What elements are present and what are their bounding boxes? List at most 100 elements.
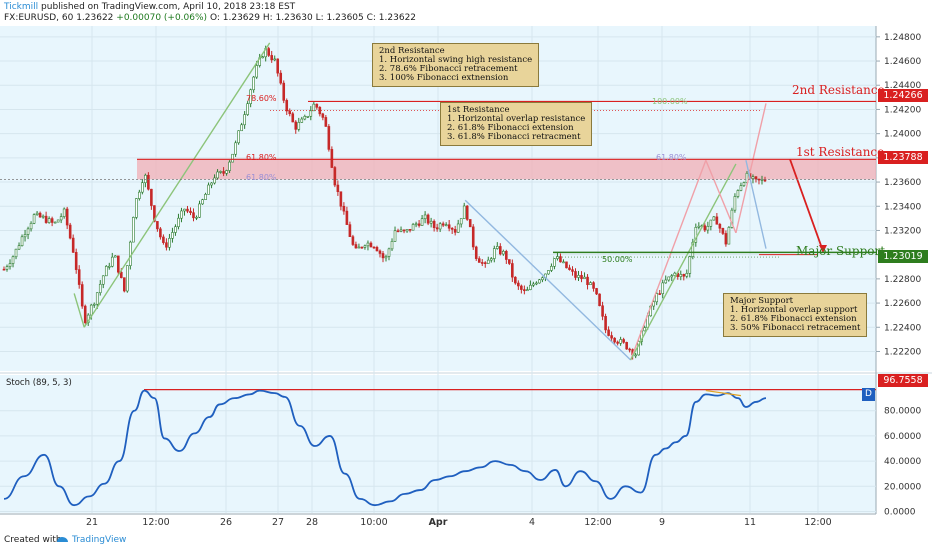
candle bbox=[483, 262, 487, 264]
candle bbox=[213, 177, 216, 184]
candle bbox=[655, 293, 659, 303]
candle bbox=[697, 225, 701, 228]
candle bbox=[261, 56, 264, 59]
x-tick-label: 10:00 bbox=[360, 517, 387, 528]
candle bbox=[249, 89, 252, 104]
y-tick-label: 1.22600 bbox=[884, 299, 921, 309]
candle bbox=[192, 212, 195, 219]
candle bbox=[619, 339, 622, 344]
candle bbox=[505, 250, 508, 260]
levels bbox=[0, 100, 876, 258]
candle bbox=[240, 124, 243, 132]
candle bbox=[520, 285, 523, 290]
annotation-major-support[interactable]: Major Support 1. Horizontal overlap supp… bbox=[723, 293, 868, 337]
candle bbox=[174, 226, 177, 233]
stoch-badge[interactable]: D bbox=[862, 388, 875, 401]
annotation-first-resistance[interactable]: 1st Resistance 1. Horizontal overlap res… bbox=[440, 102, 593, 146]
candle bbox=[408, 229, 412, 231]
stoch-divergence-line bbox=[705, 389, 742, 397]
candle bbox=[246, 103, 249, 115]
candle bbox=[147, 174, 150, 190]
last-price: 1.23622 bbox=[76, 13, 114, 23]
chart-header: Tickmill published on TradingView.com, A… bbox=[0, 0, 932, 26]
candle bbox=[285, 100, 289, 112]
candle bbox=[168, 238, 171, 248]
candle bbox=[282, 82, 286, 101]
candle bbox=[255, 65, 258, 78]
publish-info: Tickmill published on TradingView.com, A… bbox=[4, 2, 295, 12]
fib-level-label: 100.00% bbox=[652, 97, 688, 106]
candle bbox=[95, 292, 99, 305]
candle bbox=[679, 274, 683, 277]
candle bbox=[153, 205, 156, 222]
annotation-second-resistance[interactable]: 2nd Resistance 1. Horizontal swing high … bbox=[372, 43, 540, 87]
fib-labels: 78.60% 61.80% 61.80% 100.00% 61.80% 50.00% bbox=[246, 94, 688, 264]
stoch-plot bbox=[3, 389, 876, 507]
y-tick-label: 1.24000 bbox=[884, 130, 921, 140]
candle bbox=[150, 188, 153, 206]
candle bbox=[499, 246, 502, 255]
candle bbox=[739, 185, 743, 191]
candle bbox=[417, 223, 421, 226]
candle bbox=[327, 126, 331, 150]
stoch-line bbox=[3, 389, 767, 507]
candle bbox=[132, 217, 135, 243]
candle bbox=[514, 276, 517, 284]
candle bbox=[565, 261, 568, 269]
candle bbox=[688, 256, 692, 274]
candle bbox=[113, 255, 117, 258]
candle bbox=[664, 279, 668, 284]
y-tick-label: 1.22200 bbox=[884, 347, 921, 357]
annotation-title: 1st Resistance bbox=[447, 105, 510, 115]
y-tick-label: 1.22400 bbox=[884, 323, 921, 333]
symbol-interval[interactable]: FX:EURUSD, 60 bbox=[4, 13, 74, 23]
tradingview-link[interactable]: TradingView bbox=[72, 535, 127, 545]
stoch-legend[interactable]: Stoch (89, 5, 3) bbox=[6, 378, 72, 388]
candle bbox=[339, 191, 343, 207]
annotation-line: 1. Horizontal overlap support bbox=[730, 305, 858, 315]
candle bbox=[306, 115, 310, 118]
resistance-band bbox=[137, 159, 876, 180]
candle bbox=[658, 293, 662, 295]
candle bbox=[351, 236, 355, 245]
candle bbox=[159, 228, 162, 238]
y-tick-label: 1.24600 bbox=[884, 57, 921, 67]
candle bbox=[715, 216, 719, 225]
candles bbox=[2, 45, 767, 360]
stoch-tick-label: 20.0000 bbox=[884, 482, 921, 492]
candle bbox=[297, 122, 301, 130]
resistance-zone bbox=[137, 159, 876, 180]
publisher-name[interactable]: Tickmill bbox=[4, 2, 39, 12]
candle bbox=[294, 121, 298, 130]
fib-leg bbox=[73, 293, 85, 328]
x-tick-label: 21 bbox=[86, 517, 98, 528]
candle bbox=[547, 270, 550, 275]
candle bbox=[673, 272, 677, 276]
candle bbox=[8, 263, 12, 267]
x-tick-label: 26 bbox=[220, 517, 232, 528]
price-axis: 1.248001.246001.244001.242001.240001.238… bbox=[876, 33, 921, 517]
annotation-title: Major Support bbox=[730, 296, 794, 306]
candle bbox=[399, 229, 403, 232]
candle bbox=[556, 256, 559, 259]
candle bbox=[447, 224, 451, 229]
candle bbox=[35, 212, 39, 215]
candle bbox=[441, 223, 445, 226]
candle bbox=[29, 222, 33, 230]
annotation-line: 1. Horizontal overlap resistance bbox=[447, 114, 586, 124]
y-tick-label: 1.24200 bbox=[884, 105, 921, 115]
candle bbox=[438, 223, 442, 230]
candle bbox=[601, 305, 604, 317]
candle bbox=[724, 233, 728, 245]
candle bbox=[156, 221, 159, 230]
candle bbox=[53, 221, 57, 224]
candle bbox=[138, 191, 141, 199]
candle bbox=[402, 229, 406, 232]
x-tick-label: 9 bbox=[659, 517, 665, 528]
x-tick-label: 11 bbox=[744, 517, 756, 528]
candle bbox=[375, 247, 379, 252]
candle bbox=[228, 161, 231, 171]
candle bbox=[216, 171, 219, 179]
candle bbox=[634, 354, 637, 357]
candle bbox=[661, 282, 665, 294]
